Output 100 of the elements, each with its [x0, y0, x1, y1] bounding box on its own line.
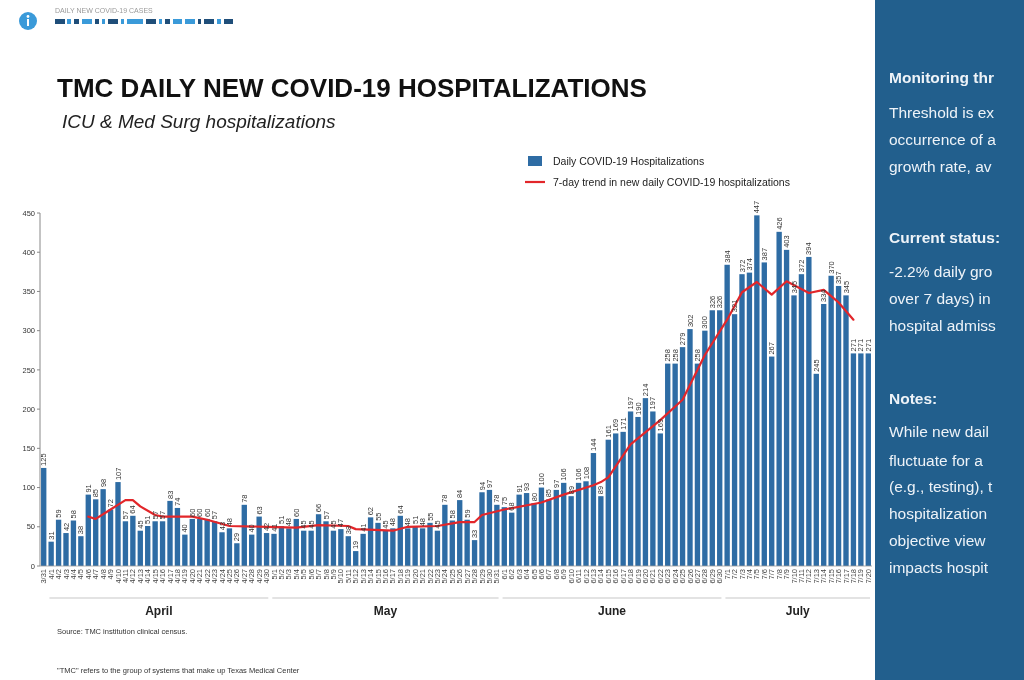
bar [85, 494, 91, 566]
bar [204, 518, 210, 566]
bar [48, 541, 54, 566]
bar [724, 264, 730, 566]
bar [159, 521, 166, 566]
legend-label: Daily COVID-19 Hospitalizations [553, 154, 705, 167]
bar [821, 304, 827, 566]
bar [338, 529, 344, 566]
bar [783, 249, 790, 566]
bar [494, 504, 500, 566]
bar [754, 215, 760, 566]
bar [226, 528, 233, 566]
text: Threshold is ex [889, 104, 995, 121]
bar [412, 525, 418, 566]
bar [687, 329, 693, 566]
text: occurrence of a [889, 131, 997, 148]
legend-label: 7-day trend in new daily COVID-19 hospitalizations [553, 175, 790, 188]
bar [464, 519, 470, 566]
text: May [373, 604, 398, 618]
bar [63, 533, 69, 566]
bar [806, 256, 812, 566]
bar [635, 416, 641, 566]
bar [769, 356, 775, 566]
bar [122, 521, 129, 566]
bar [330, 530, 337, 566]
bar [717, 310, 723, 566]
text: hospital admiss [889, 317, 997, 334]
text: fluctuate for a [889, 452, 984, 469]
bar [650, 411, 656, 566]
bar [419, 528, 426, 566]
bar [709, 310, 715, 566]
bar [219, 532, 225, 566]
bar [189, 518, 195, 566]
bar [813, 373, 819, 566]
bar [516, 494, 522, 566]
bar [531, 503, 537, 566]
bar [702, 330, 708, 566]
bar [761, 262, 767, 566]
bar [130, 515, 136, 566]
bar [55, 519, 62, 566]
bar [234, 543, 240, 566]
bar [672, 363, 678, 566]
text: Notes: [889, 390, 938, 407]
bar [850, 353, 857, 566]
bar [145, 525, 151, 566]
bar [471, 540, 478, 566]
bar [546, 499, 552, 566]
bar [308, 530, 314, 566]
bar [828, 275, 834, 566]
bar [679, 347, 686, 566]
bar [835, 285, 842, 566]
bar [791, 295, 797, 566]
text: (e.g., testing), t [889, 478, 994, 495]
bar [657, 433, 663, 566]
bar [776, 231, 782, 566]
text: April [145, 604, 173, 618]
text: hospitalization [889, 505, 988, 522]
bar [390, 528, 396, 566]
bar [360, 533, 366, 566]
bar [627, 411, 634, 566]
bar [739, 274, 745, 566]
text: Current status: [889, 229, 1001, 246]
text: July [785, 604, 811, 618]
bar [865, 353, 871, 566]
text: Monitoring thr [889, 69, 995, 86]
bar [858, 353, 864, 566]
bar [479, 492, 485, 566]
bar [41, 467, 47, 566]
bar [107, 509, 114, 566]
bar [197, 518, 203, 566]
bar [605, 439, 611, 566]
text: impacts hospit [889, 559, 989, 576]
bar [115, 482, 121, 566]
bar [509, 512, 515, 566]
chart-title: TMC DAILY NEW COVID-19 HOSPITALIZATIONS [57, 73, 647, 103]
text: -2.2% daily gro [889, 263, 993, 280]
bar [583, 481, 589, 566]
bar [746, 272, 753, 566]
text: June [597, 604, 627, 618]
bar [620, 431, 626, 566]
bar [798, 274, 805, 566]
text: objective view [889, 532, 987, 549]
bar [152, 521, 158, 566]
bar [137, 530, 143, 566]
bar [167, 500, 173, 566]
bar [731, 314, 738, 566]
bar [568, 496, 574, 566]
bar [613, 433, 619, 566]
bar [271, 533, 277, 566]
bar [256, 516, 262, 566]
bar [70, 520, 77, 566]
bar [442, 504, 448, 566]
bar [598, 496, 604, 566]
bar [694, 363, 701, 566]
bar [434, 530, 441, 566]
bar [843, 295, 849, 566]
bar [375, 522, 381, 566]
bar [182, 534, 188, 566]
chart-subtitle: ICU & Med Surg hospitalizations [62, 111, 337, 132]
bar [590, 453, 597, 566]
